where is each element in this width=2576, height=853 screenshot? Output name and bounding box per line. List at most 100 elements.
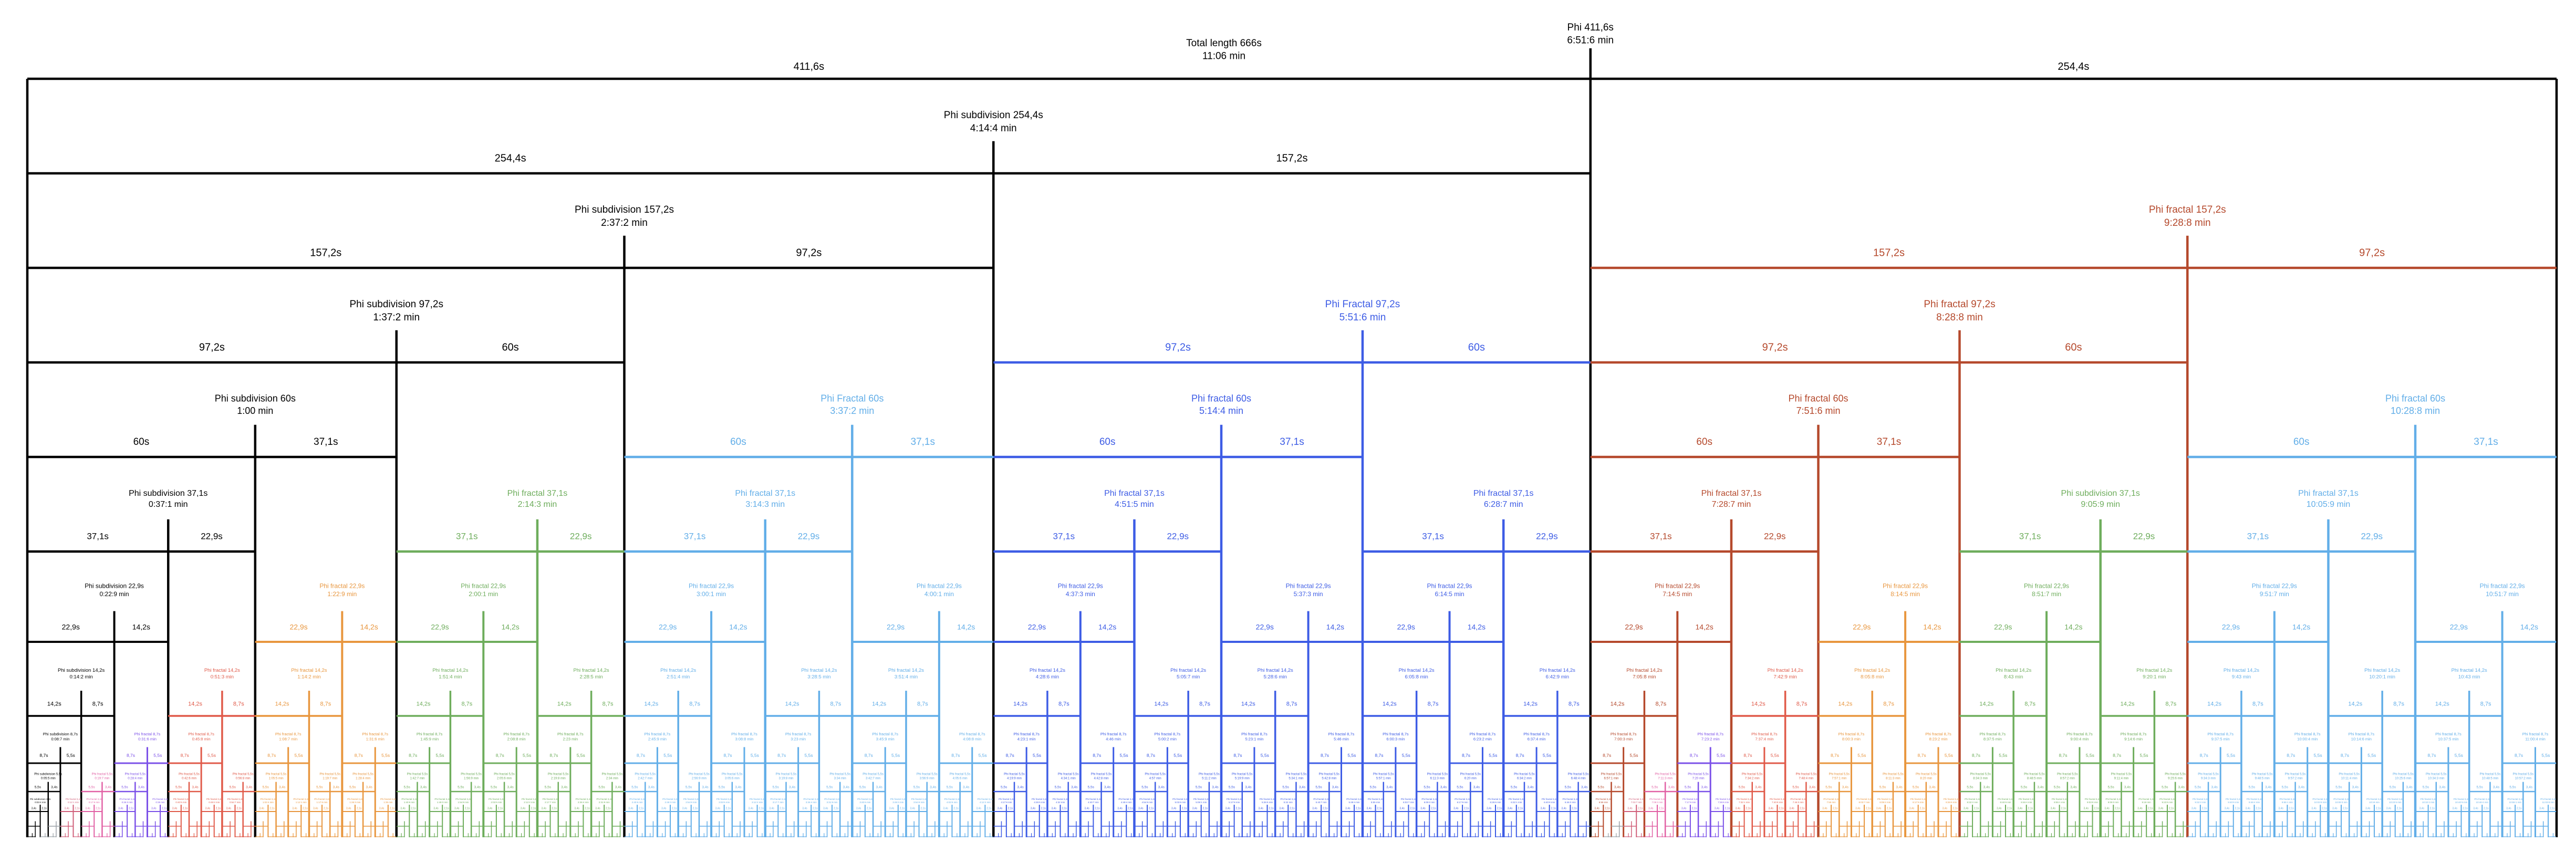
node-header-time: 1:42:7 min — [410, 777, 424, 780]
segment-duration-label: 3,4s — [2018, 807, 2023, 810]
fractal-node — [160, 833, 169, 837]
segment-duration-label: 37,1s — [684, 531, 706, 541]
segment-duration-label: 2,1s — [606, 807, 611, 810]
segment-duration-label: 8,7s — [1321, 753, 1329, 758]
segment-duration-label: 3,4s — [1909, 807, 1915, 810]
node-header-label: Phi fractal 22,9s — [1883, 582, 1928, 590]
segment-duration-label: 8,7s — [1831, 753, 1839, 758]
node-header-label: Phi fractal 3,4s — [2019, 798, 2035, 800]
node-header-label: Phi fractal 8,7s — [2349, 732, 2375, 736]
node-header-label: Phi fractal 14,2s — [660, 668, 696, 673]
node-header-label: Phi fractal 8,7s — [557, 732, 584, 736]
segment-duration-label: 60s — [1696, 436, 1712, 448]
fractal-node — [1938, 821, 1951, 837]
fractal-node — [537, 821, 550, 837]
node-header-label: Phi fractal 5,5s — [2198, 773, 2219, 776]
fractal-node — [288, 833, 296, 837]
node-header-time: 8:23:2 min — [1929, 737, 1947, 742]
fractal-node — [243, 821, 256, 837]
node-header-label: Phi fractal 3,4s — [1086, 798, 1102, 800]
fractal-node — [1851, 833, 1860, 837]
fractal-node — [778, 833, 786, 837]
fractal-node — [2175, 833, 2184, 837]
segment-duration-label: 3,4s — [1614, 785, 1621, 789]
segment-duration-label: 37,1s — [456, 531, 478, 541]
fractal-node — [1578, 821, 1592, 837]
fractal-node — [645, 833, 653, 837]
node-header-label: Phi fractal 14,2s — [1030, 668, 1065, 673]
fractal-node — [1905, 833, 1914, 837]
node-header-time: 9:48:5 min — [2255, 777, 2270, 780]
node-header-label: Phi fractal 14,2s — [204, 668, 240, 673]
fractal-node — [1221, 821, 1234, 837]
node-header-time: 6:23:2 min — [1473, 737, 1492, 742]
segment-duration-label: 5,5s — [175, 785, 182, 789]
node-header-label: Phi fractal 22,9s — [689, 582, 734, 590]
fractal-node — [2287, 833, 2295, 837]
segment-duration-label: 2,1s — [2256, 807, 2261, 810]
node-header-time: 5:17:8 min — [1229, 801, 1240, 804]
node-header-time: 2:31:9 min — [599, 801, 610, 804]
segment-duration-label: 22,9s — [1167, 531, 1189, 541]
segment-duration-label: 5,5s — [2021, 785, 2028, 789]
fractal-node — [1893, 821, 1906, 837]
fractal-node — [898, 833, 906, 837]
node-header-label: Phi fractal 3,4s — [2159, 798, 2176, 800]
node-header-time: 10:48:5 min — [2482, 777, 2498, 780]
node-header-time: 0:31:6 min — [138, 737, 157, 742]
node-header-label: Phi fractal 3,4s — [1877, 798, 1894, 800]
fractal-node — [2482, 833, 2490, 837]
fractal-node — [2295, 821, 2309, 837]
segment-duration-label: 3,4s — [1245, 785, 1252, 789]
segment-duration-label: 3,4s — [85, 807, 90, 810]
segment-duration-label: 3,4s — [648, 785, 655, 789]
segment-duration-label: 3,4s — [2104, 807, 2110, 810]
node-header-label: Phi fractal 3,4s — [2387, 798, 2404, 800]
node-header-time: 3:31:9 min — [826, 801, 838, 804]
segment-duration-label: 3,4s — [856, 807, 861, 810]
segment-duration-label: 2,1s — [324, 807, 329, 810]
segment-duration-label: 8,7s — [2113, 753, 2121, 758]
fractal-node — [2523, 833, 2531, 837]
segment-duration-label: 8,7s — [951, 753, 960, 758]
node-header-time: 0:03:4 min — [35, 801, 46, 804]
segment-duration-label: 3,4s — [379, 807, 385, 810]
node-header-time: 10:03:8 min — [2314, 801, 2327, 804]
node-header-label: Phi fractal 3,4s — [716, 798, 733, 800]
node-header-label: Phi fractal 3,4s — [1139, 798, 1156, 800]
node-header-label: Phi fractal 8,7s — [188, 732, 214, 736]
fractal-node — [1723, 833, 1731, 837]
node-header-label: Phi fractal 3,4s — [86, 798, 102, 800]
node-header-label: Phi fractal 3,4s — [2333, 798, 2350, 800]
segment-duration-label: 5,5s — [1565, 785, 1572, 789]
fractal-node — [1636, 833, 1645, 837]
fractal-node — [732, 821, 745, 837]
segment-duration-label: 3,4s — [628, 807, 633, 810]
segment-duration-label: 3,4s — [474, 785, 481, 789]
fractal-node — [375, 821, 388, 837]
fractal-node — [2395, 833, 2403, 837]
segment-duration-label: 3,4s — [1896, 785, 1903, 789]
